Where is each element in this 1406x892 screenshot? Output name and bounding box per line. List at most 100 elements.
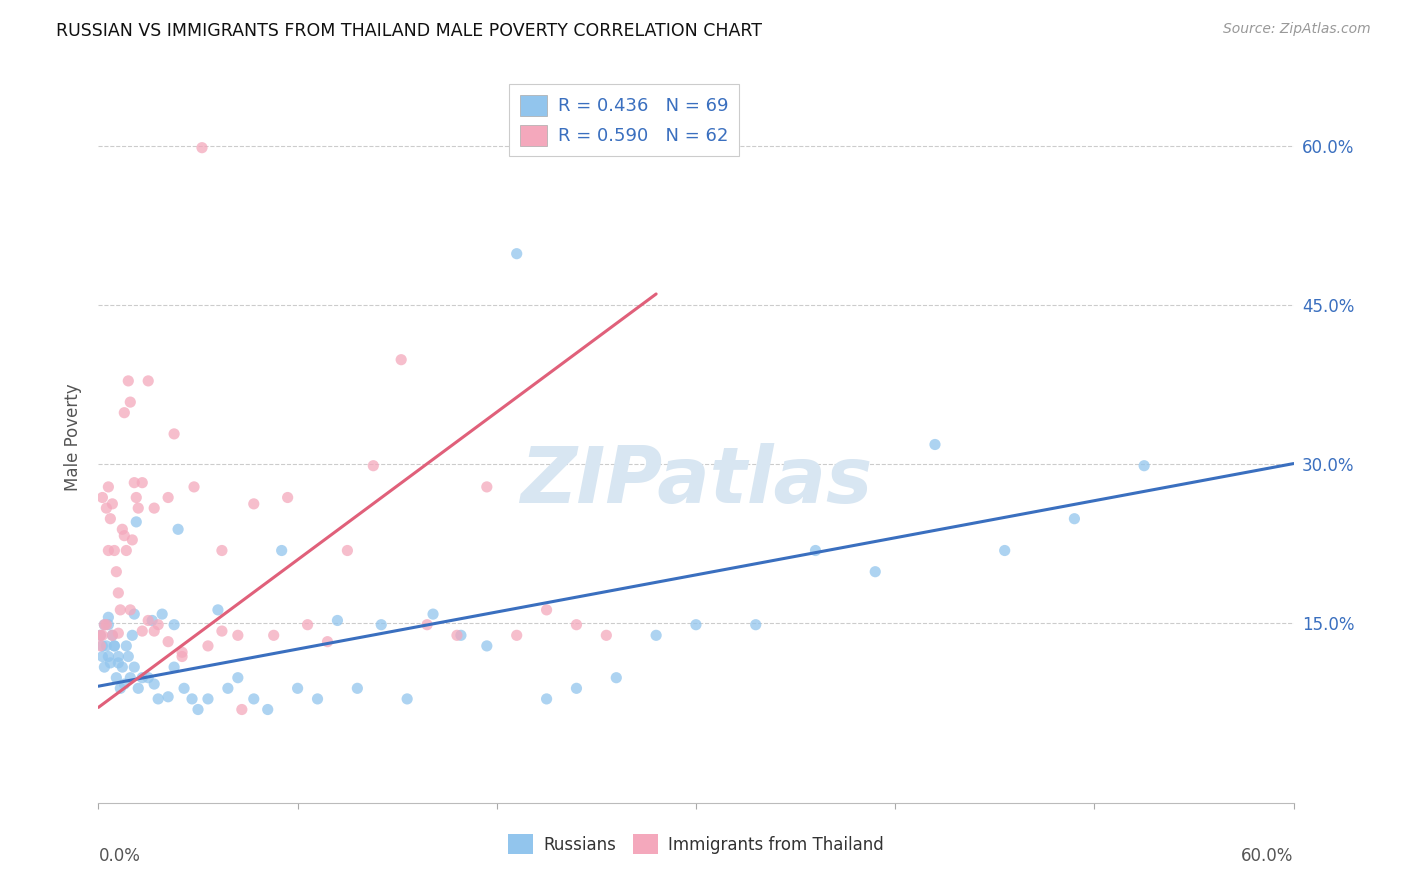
- Point: [277, 491, 299, 505]
- Point: [112, 529, 135, 543]
- Point: [307, 692, 329, 706]
- Point: [389, 352, 412, 367]
- Point: [565, 681, 588, 696]
- Point: [605, 671, 627, 685]
- Point: [157, 690, 180, 704]
- Point: [183, 480, 205, 494]
- Point: [243, 692, 266, 706]
- Point: [98, 512, 122, 526]
- Point: [120, 603, 142, 617]
- Point: [89, 628, 111, 642]
- Point: [105, 565, 128, 579]
- Point: [197, 692, 219, 706]
- Point: [207, 603, 229, 617]
- Point: [217, 681, 239, 696]
- Point: [270, 543, 292, 558]
- Point: [167, 522, 190, 536]
- Point: [103, 639, 125, 653]
- Point: [121, 533, 143, 547]
- Point: [865, 565, 887, 579]
- Point: [124, 475, 146, 490]
- Point: [103, 543, 125, 558]
- Point: [157, 491, 180, 505]
- Point: [316, 634, 339, 648]
- Point: [173, 681, 195, 696]
- Point: [745, 617, 768, 632]
- Legend: Russians, Immigrants from Thailand: Russians, Immigrants from Thailand: [502, 828, 890, 860]
- Point: [115, 639, 138, 653]
- Point: [211, 543, 233, 558]
- Point: [475, 480, 498, 494]
- Point: [148, 692, 170, 706]
- Point: [107, 649, 129, 664]
- Point: [336, 543, 359, 558]
- Point: [107, 586, 129, 600]
- Point: [226, 628, 249, 642]
- Point: [101, 497, 124, 511]
- Point: [446, 628, 468, 642]
- Point: [121, 628, 143, 642]
- Point: [536, 692, 558, 706]
- Point: [97, 617, 120, 632]
- Point: [150, 607, 173, 621]
- Text: 60.0%: 60.0%: [1241, 847, 1294, 864]
- Point: [91, 491, 114, 505]
- Point: [163, 617, 186, 632]
- Text: RUSSIAN VS IMMIGRANTS FROM THAILAND MALE POVERTY CORRELATION CHART: RUSSIAN VS IMMIGRANTS FROM THAILAND MALE…: [56, 22, 762, 40]
- Point: [93, 617, 115, 632]
- Point: [120, 671, 142, 685]
- Point: [127, 501, 149, 516]
- Point: [131, 624, 153, 638]
- Point: [124, 660, 146, 674]
- Point: [994, 543, 1017, 558]
- Point: [172, 645, 194, 659]
- Point: [595, 628, 617, 642]
- Point: [924, 437, 946, 451]
- Point: [506, 628, 529, 642]
- Point: [157, 634, 180, 648]
- Point: [475, 639, 498, 653]
- Point: [163, 426, 186, 441]
- Point: [645, 628, 668, 642]
- Point: [110, 603, 132, 617]
- Point: [804, 543, 827, 558]
- Point: [96, 617, 118, 632]
- Point: [103, 639, 125, 653]
- Point: [363, 458, 385, 473]
- Point: [136, 614, 159, 628]
- Point: [1133, 458, 1156, 473]
- Point: [101, 628, 124, 642]
- Point: [125, 491, 148, 505]
- Point: [143, 501, 166, 516]
- Point: [89, 628, 111, 642]
- Point: [565, 617, 588, 632]
- Point: [416, 617, 439, 632]
- Point: [346, 681, 368, 696]
- Point: [124, 607, 146, 621]
- Point: [110, 681, 132, 696]
- Point: [211, 624, 233, 638]
- Point: [297, 617, 319, 632]
- Point: [120, 395, 142, 409]
- Point: [172, 649, 194, 664]
- Point: [243, 497, 266, 511]
- Point: [136, 671, 159, 685]
- Point: [127, 681, 149, 696]
- Point: [101, 628, 124, 642]
- Point: [93, 617, 115, 632]
- Point: [256, 702, 278, 716]
- Point: [143, 624, 166, 638]
- Point: [141, 614, 163, 628]
- Point: [148, 617, 170, 632]
- Point: [97, 480, 120, 494]
- Point: [111, 522, 134, 536]
- Point: [112, 677, 135, 691]
- Y-axis label: Male Poverty: Male Poverty: [65, 384, 83, 491]
- Text: 0.0%: 0.0%: [98, 847, 141, 864]
- Point: [506, 246, 529, 260]
- Point: [136, 374, 159, 388]
- Point: [96, 639, 118, 653]
- Point: [226, 671, 249, 685]
- Point: [97, 543, 120, 558]
- Point: [231, 702, 253, 716]
